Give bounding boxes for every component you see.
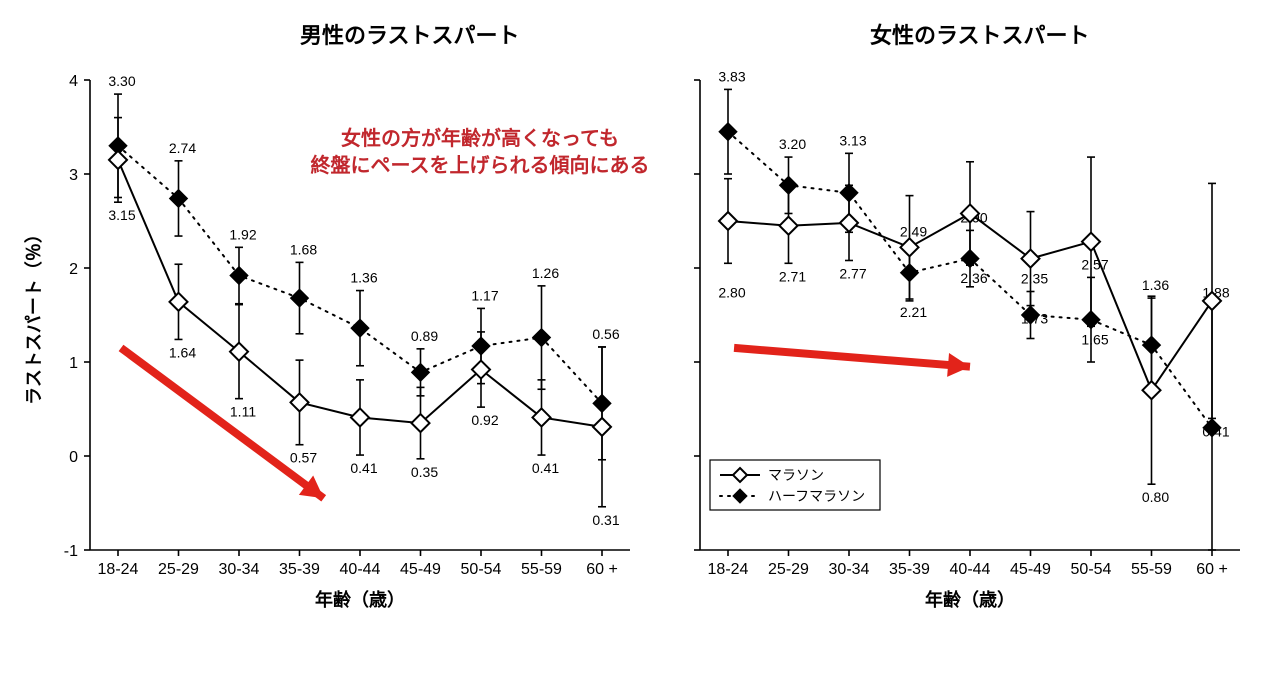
svg-text:1.11: 1.11 xyxy=(230,404,256,420)
svg-text:30-34: 30-34 xyxy=(829,561,870,578)
svg-text:0.57: 0.57 xyxy=(290,450,317,466)
svg-text:0: 0 xyxy=(69,449,78,466)
svg-text:0.35: 0.35 xyxy=(411,464,438,480)
svg-text:0.41: 0.41 xyxy=(532,460,559,476)
svg-text:50-54: 50-54 xyxy=(1071,561,1112,578)
svg-text:2.49: 2.49 xyxy=(900,224,927,240)
svg-text:1.36: 1.36 xyxy=(350,270,377,286)
svg-text:35-39: 35-39 xyxy=(889,561,930,578)
svg-text:ハーフマラソン: ハーフマラソン xyxy=(768,488,865,504)
svg-text:0.56: 0.56 xyxy=(592,326,619,342)
svg-text:年齢（歳）: 年齢（歳） xyxy=(925,589,1015,610)
svg-text:40-44: 40-44 xyxy=(340,561,381,578)
svg-text:60 +: 60 + xyxy=(586,561,618,578)
svg-text:0.41: 0.41 xyxy=(350,460,377,476)
svg-text:55-59: 55-59 xyxy=(521,561,562,578)
svg-text:3.30: 3.30 xyxy=(108,73,135,89)
svg-text:マラソン: マラソン xyxy=(768,467,824,483)
svg-text:25-29: 25-29 xyxy=(158,561,199,578)
svg-text:1.68: 1.68 xyxy=(290,241,317,257)
svg-text:2.36: 2.36 xyxy=(960,270,987,286)
svg-text:35-39: 35-39 xyxy=(279,561,320,578)
svg-text:0.31: 0.31 xyxy=(592,512,619,528)
svg-text:0.92: 0.92 xyxy=(471,412,498,428)
svg-text:30-34: 30-34 xyxy=(219,561,260,578)
svg-text:2.57: 2.57 xyxy=(1081,256,1108,272)
svg-text:3.20: 3.20 xyxy=(779,136,806,152)
svg-text:-1: -1 xyxy=(64,543,78,560)
svg-text:18-24: 18-24 xyxy=(98,561,139,578)
svg-text:50-54: 50-54 xyxy=(461,561,502,578)
svg-text:25-29: 25-29 xyxy=(768,561,809,578)
svg-text:55-59: 55-59 xyxy=(1131,561,1172,578)
svg-text:1.65: 1.65 xyxy=(1081,331,1108,347)
svg-text:1.26: 1.26 xyxy=(532,265,559,281)
svg-text:45-49: 45-49 xyxy=(1010,561,1051,578)
svg-text:3: 3 xyxy=(69,167,78,184)
svg-text:2.80: 2.80 xyxy=(718,284,745,300)
svg-text:2.35: 2.35 xyxy=(1021,271,1048,287)
svg-text:3.15: 3.15 xyxy=(108,207,135,223)
svg-text:3.13: 3.13 xyxy=(839,132,866,148)
svg-text:3.83: 3.83 xyxy=(718,68,745,84)
svg-text:ラストスパート（％）: ラストスパート（％） xyxy=(24,225,44,405)
svg-text:2.71: 2.71 xyxy=(779,268,806,284)
svg-text:2.74: 2.74 xyxy=(169,140,196,156)
svg-text:4: 4 xyxy=(69,73,78,90)
svg-text:18-24: 18-24 xyxy=(708,561,749,578)
svg-text:0.89: 0.89 xyxy=(411,328,438,344)
svg-text:1.64: 1.64 xyxy=(169,344,196,360)
chart-canvas: -1 0 1 2 3 4 18-24 25-29 30-34 35-39 40-44 45-49 50-… xyxy=(0,0,1280,673)
svg-text:2: 2 xyxy=(69,261,78,278)
svg-text:45-49: 45-49 xyxy=(400,561,441,578)
svg-text:1.36: 1.36 xyxy=(1142,277,1169,293)
svg-text:1.17: 1.17 xyxy=(471,287,498,303)
svg-text:1: 1 xyxy=(69,355,78,372)
svg-text:2.77: 2.77 xyxy=(839,265,866,281)
svg-text:1.73: 1.73 xyxy=(1021,311,1048,327)
svg-text:2.21: 2.21 xyxy=(900,304,927,320)
svg-text:60 +: 60 + xyxy=(1196,561,1228,578)
svg-text:年齢（歳）: 年齢（歳） xyxy=(315,589,405,610)
svg-text:40-44: 40-44 xyxy=(950,561,991,578)
svg-text:0.41: 0.41 xyxy=(1202,423,1229,439)
svg-text:1.92: 1.92 xyxy=(229,226,256,242)
svg-text:0.80: 0.80 xyxy=(1142,489,1169,505)
